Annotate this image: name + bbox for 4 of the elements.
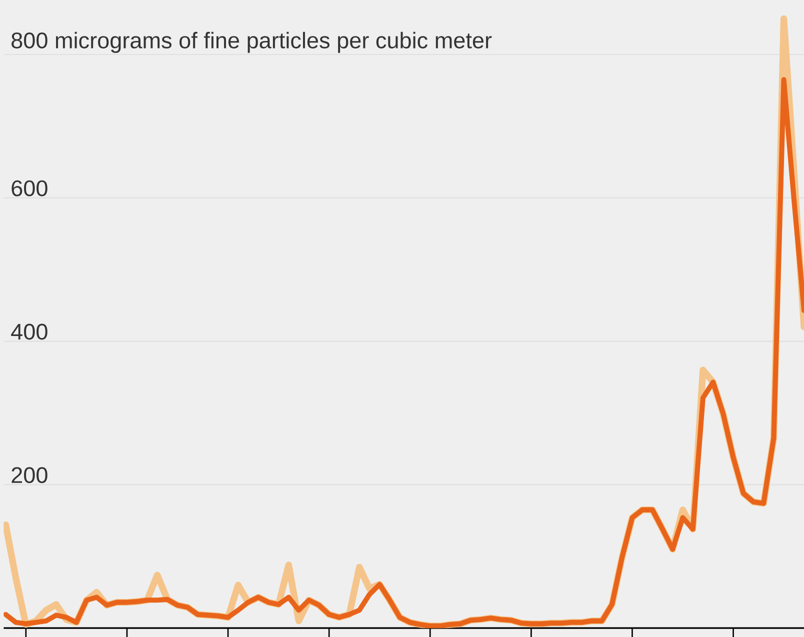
y-tick-label: 600: [12, 180, 48, 196]
y-tick-label: 200: [12, 467, 48, 484]
y-tick-label: 800 micrograms of fine particles per cubic meter: [12, 32, 492, 53]
y-tick-label: 400: [11, 324, 48, 340]
